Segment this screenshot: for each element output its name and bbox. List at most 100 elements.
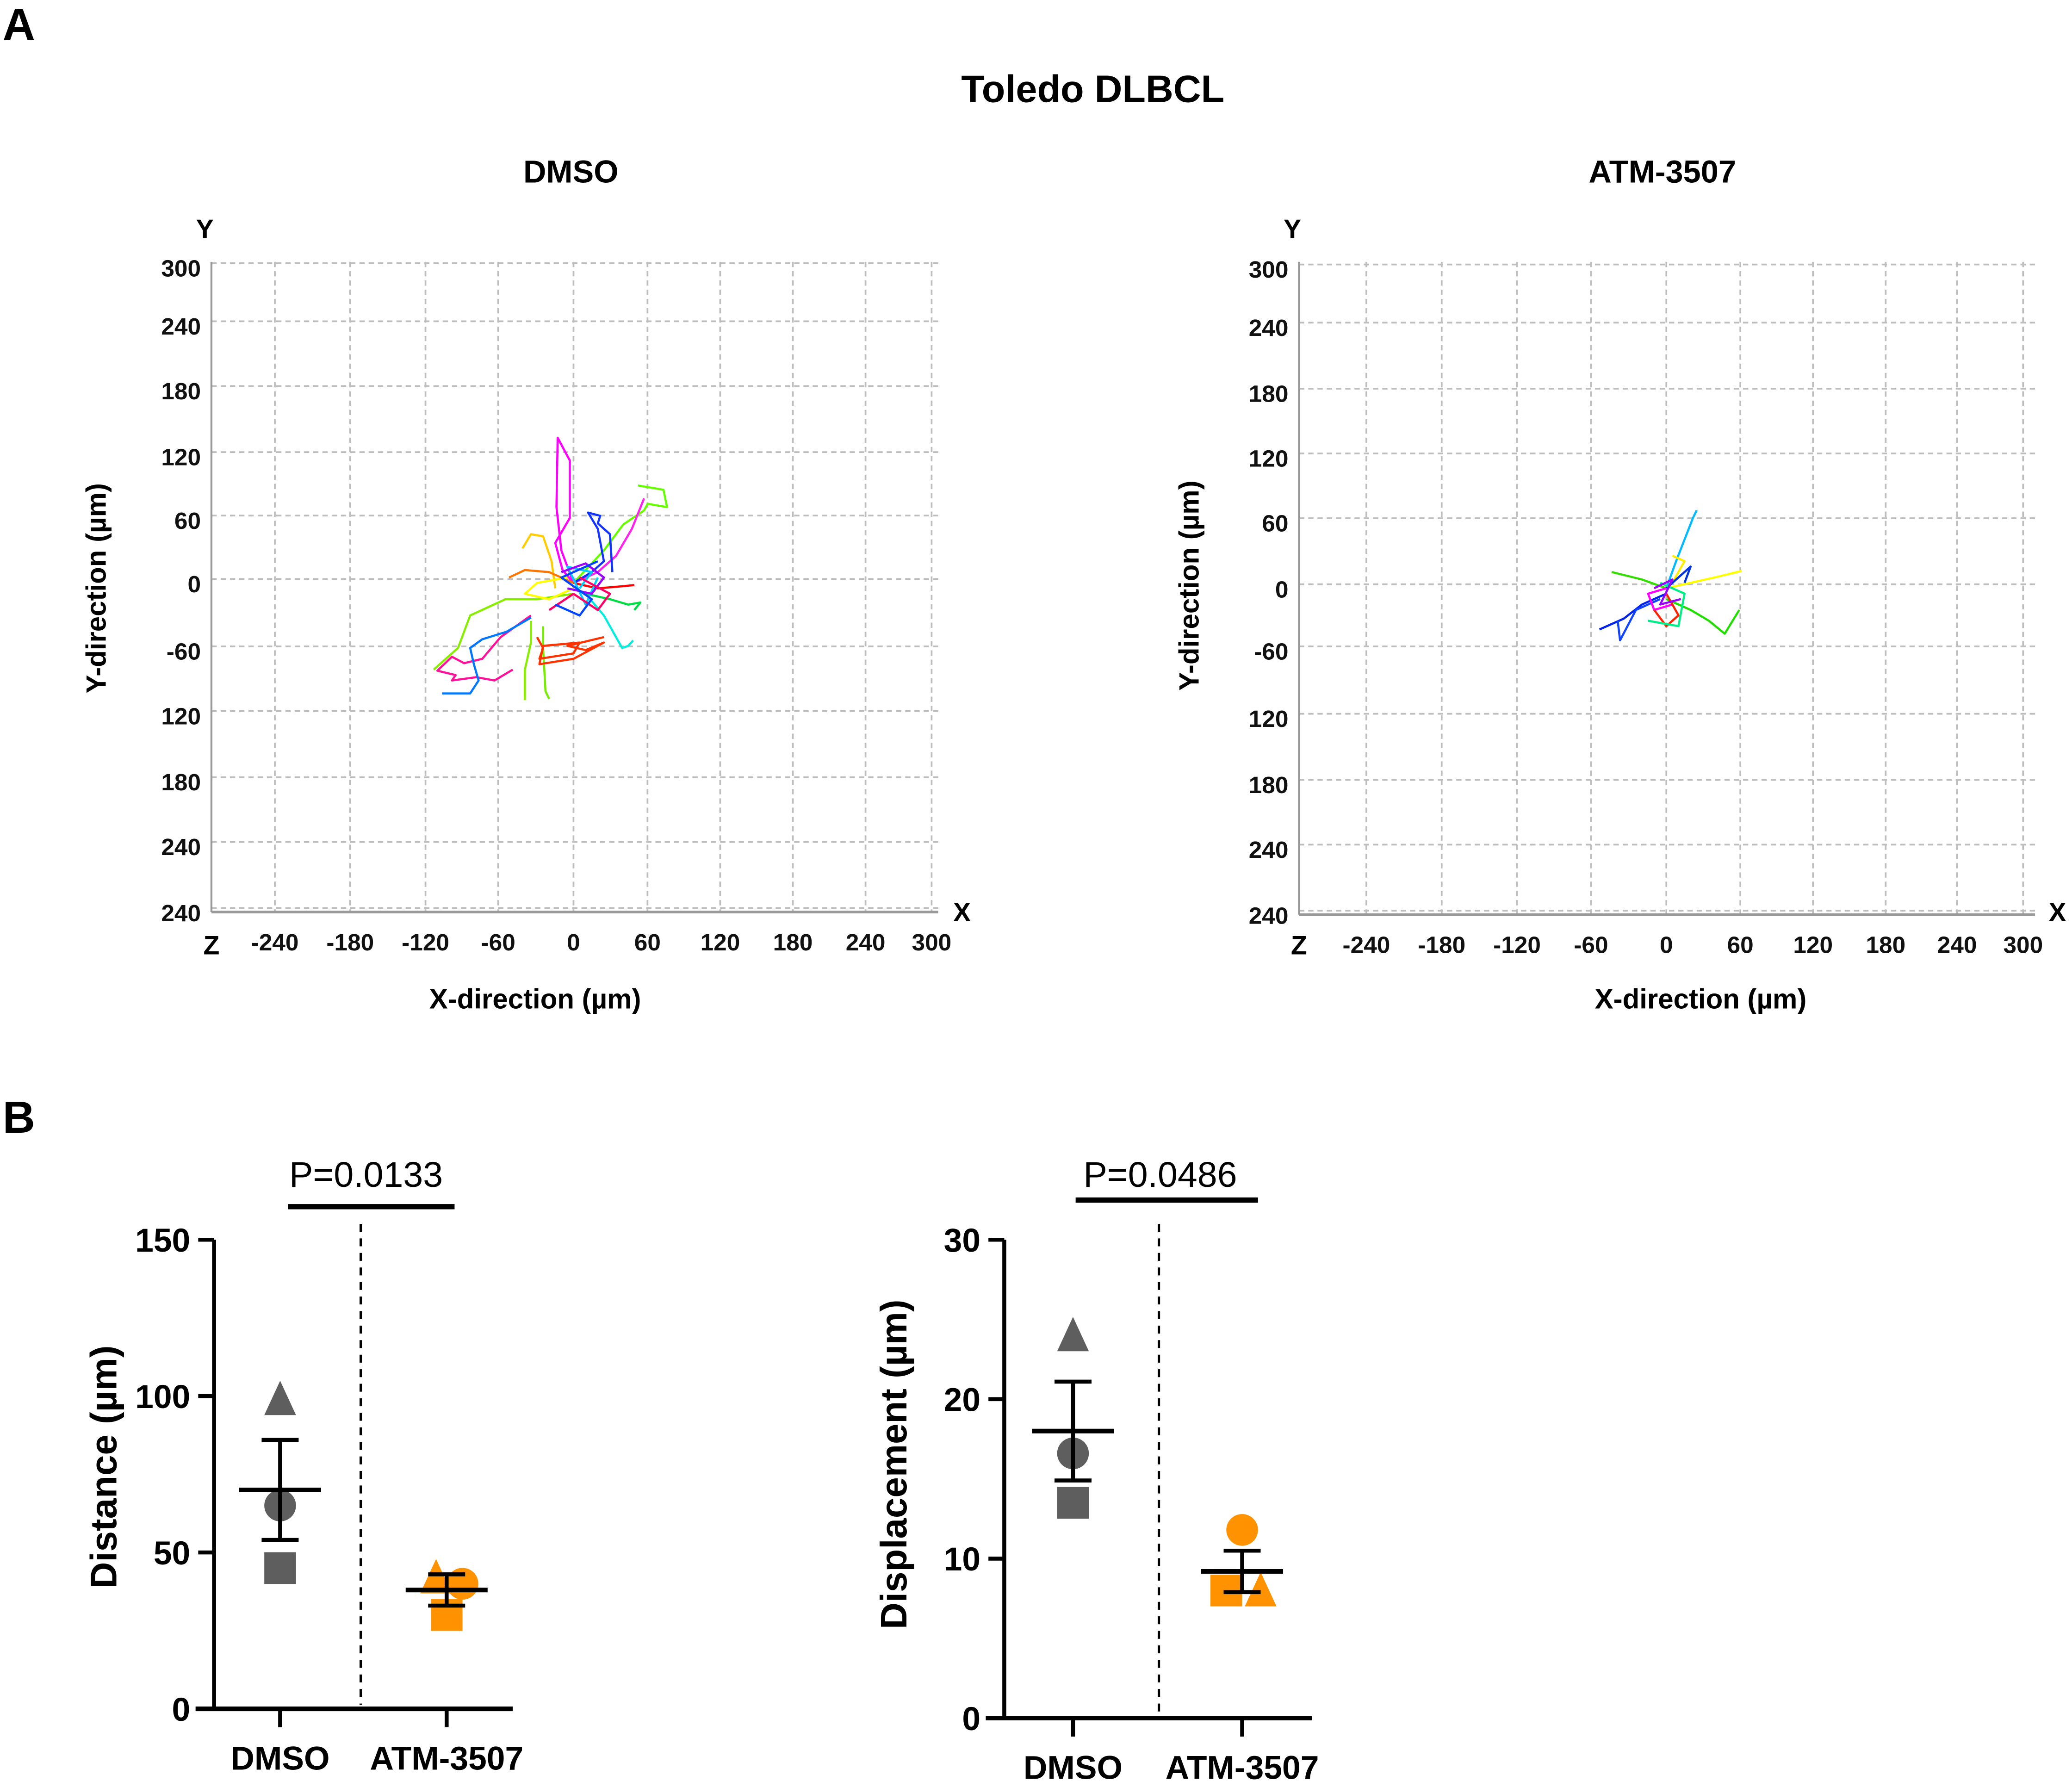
x-tick-label: 300 <box>2003 931 2043 958</box>
y-tick-label: 0 <box>187 571 201 597</box>
cell-track <box>1616 598 1661 642</box>
y-tick-label: 240 <box>161 833 201 860</box>
y-tick-label: 20 <box>944 1382 980 1419</box>
x-tick-label: 60 <box>1727 931 1754 958</box>
y-tick-label: 300 <box>161 254 201 281</box>
y-tick-label: 240 <box>1249 836 1289 863</box>
p-value-label: P=0.0486 <box>1083 1155 1237 1195</box>
y-tick-label: 60 <box>1262 509 1288 536</box>
y-tick-label: -60 <box>1254 638 1288 665</box>
distance-plot: 0 50 100 150 DMSO ATM-3507 P=0.0133 Distance (µ… <box>83 1155 523 1777</box>
y-tick-label: 120 <box>1249 705 1289 732</box>
y-tick-label: 180 <box>1249 771 1289 798</box>
y-tick-label: 0 <box>172 1691 191 1728</box>
y-axis-label: Distance (µm) <box>83 1345 124 1588</box>
x-tick-label: DMSO <box>1024 1749 1123 1786</box>
cell-track <box>1648 582 1686 627</box>
y-tick-label: -60 <box>167 638 201 665</box>
x-axis-label: X-direction (µm) <box>429 983 641 1014</box>
cell-track <box>521 533 557 589</box>
y-tick-label: 0 <box>962 1700 980 1737</box>
z-axis-letter: Z <box>1291 931 1307 960</box>
data-point-triangle <box>1057 1317 1089 1352</box>
x-tick-label: -60 <box>481 929 515 956</box>
data-point-square <box>264 1552 296 1584</box>
cell-track <box>1653 593 1680 627</box>
x-tick-label: -240 <box>251 929 299 956</box>
cell-track <box>585 593 642 611</box>
y-axis-letter: Y <box>196 214 214 244</box>
x-axis-letter: X <box>2049 898 2066 927</box>
track-plot-dmso: DMSO -240 -180 -120 -60 0 60 120 180 240 300 300 240… <box>81 154 971 1015</box>
x-axis-letter: X <box>953 898 971 927</box>
y-tick-label: 240 <box>161 313 201 340</box>
y-tick-label: 180 <box>161 378 201 404</box>
cell-track <box>1647 587 1673 611</box>
cell-track <box>1599 592 1667 631</box>
x-tick-label: -60 <box>1574 931 1608 958</box>
y-tick-label: 60 <box>174 507 201 534</box>
cell-track <box>573 511 614 584</box>
y-axis-label: Y-direction (µm) <box>81 483 112 693</box>
y-tick-label: 0 <box>1275 576 1289 602</box>
x-tick-label: -180 <box>326 929 374 956</box>
x-tick-label: -120 <box>402 929 449 956</box>
cell-track <box>573 582 635 589</box>
x-axis-label: X-direction (µm) <box>1595 983 1807 1014</box>
y-tick-label: 150 <box>135 1222 190 1259</box>
z-axis-letter: Z <box>203 931 219 960</box>
x-tick-label: 180 <box>773 929 813 956</box>
y-tick-label: 100 <box>135 1378 190 1415</box>
cell-track <box>1653 578 1681 606</box>
p-value-label: P=0.0133 <box>289 1155 443 1195</box>
cell-track <box>542 626 550 700</box>
y-tick-label: 120 <box>161 702 201 729</box>
x-tick-label: -120 <box>1493 931 1541 958</box>
x-tick-label: ATM-3507 <box>370 1740 523 1777</box>
y-axis-letter: Y <box>1284 214 1301 244</box>
panel-a-label: A <box>3 0 35 50</box>
y-tick-label: 120 <box>1249 445 1289 472</box>
data-point-square <box>1057 1487 1089 1519</box>
y-axis-label: Y-direction (µm) <box>1173 480 1204 690</box>
panel-b-label: B <box>3 1092 35 1142</box>
y-tick-label: 30 <box>944 1222 980 1259</box>
cell-track <box>1671 554 1686 583</box>
x-tick-label: 180 <box>1866 931 1905 958</box>
y-tick-label: 240 <box>161 900 201 926</box>
cell-track <box>536 636 605 665</box>
cell-track <box>555 560 598 617</box>
y-tick-label: 240 <box>1249 902 1289 929</box>
data-point-triangle <box>264 1380 296 1415</box>
y-axis-label: Displacement (µm) <box>873 1299 914 1629</box>
x-tick-label: 60 <box>634 929 661 956</box>
cell-track <box>524 620 532 700</box>
cell-track <box>554 436 575 584</box>
x-tick-label: -240 <box>1343 931 1390 958</box>
track-plot-atm: ATM-3507 -240 -180 -120 -60 0 60 120 180 240 300 30… <box>1173 154 2066 1015</box>
y-tick-label: 180 <box>161 769 201 795</box>
cell-track <box>584 593 634 649</box>
plot-title: ATM-3507 <box>1588 154 1736 190</box>
y-tick-label: 120 <box>161 444 201 471</box>
x-tick-label: ATM-3507 <box>1166 1749 1319 1786</box>
cell-track <box>1666 570 1742 589</box>
cell-track <box>566 565 599 606</box>
y-tick-label: 10 <box>944 1541 980 1578</box>
y-tick-label: 180 <box>1249 380 1289 407</box>
y-tick-label: 240 <box>1249 314 1289 341</box>
displacement-plot: 0 10 20 30 DMSO ATM-3507 P=0.0486 Displacement … <box>873 1155 1319 1786</box>
x-tick-label: 0 <box>1660 931 1673 958</box>
x-tick-label: 0 <box>567 929 580 956</box>
cell-track <box>1665 565 1692 589</box>
y-tick-label: 50 <box>154 1535 190 1572</box>
cell-track <box>1665 509 1698 589</box>
cell-track <box>548 577 611 611</box>
plot-title: DMSO <box>523 154 619 190</box>
cell-track <box>561 562 605 595</box>
x-tick-label: 240 <box>1937 931 1977 958</box>
cell-track <box>442 616 532 695</box>
x-tick-label: 120 <box>1793 931 1833 958</box>
x-tick-label: DMSO <box>230 1740 329 1777</box>
